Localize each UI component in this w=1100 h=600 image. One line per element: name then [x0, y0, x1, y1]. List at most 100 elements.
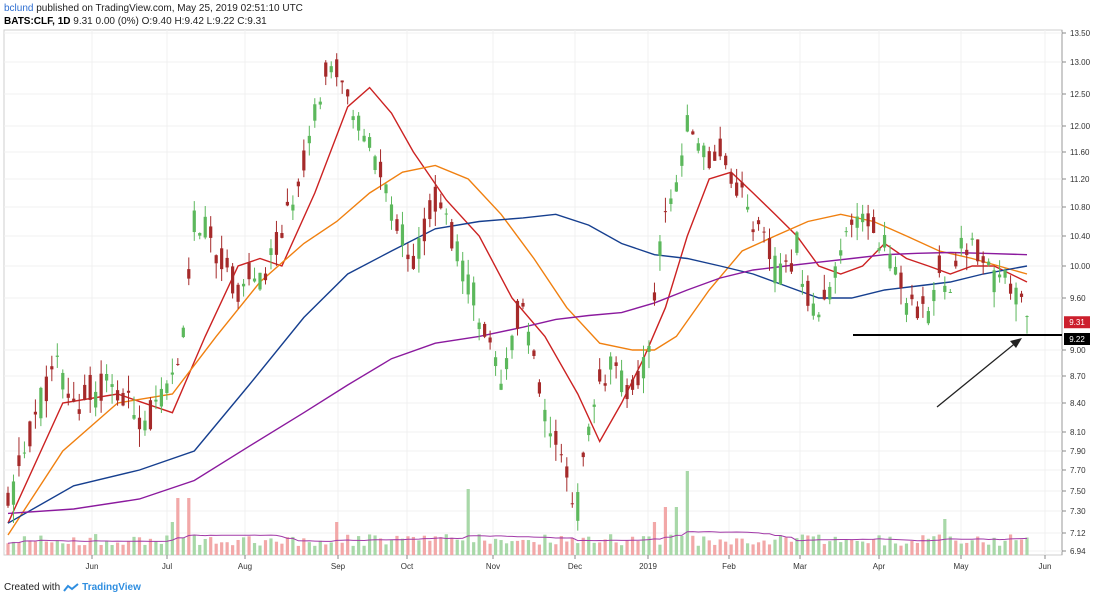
candle-body: [740, 182, 744, 188]
candle-body: [433, 186, 437, 212]
support-price-badge-label: 9.22: [1069, 335, 1085, 344]
volume-bar: [209, 537, 213, 555]
chart-header: bclund published on TradingView.com, May…: [4, 2, 303, 28]
volume-bar: [954, 540, 958, 555]
volume-bar: [395, 535, 399, 555]
volume-bar: [499, 540, 503, 555]
candle-body: [126, 390, 131, 393]
candle-body: [658, 241, 662, 256]
y-tick-label: 8.10: [1070, 428, 1086, 437]
candle-body: [647, 345, 651, 352]
volume-bar: [39, 535, 43, 555]
candle-body: [50, 366, 54, 370]
volume-bar: [137, 537, 142, 555]
volume-bar: [340, 542, 344, 555]
candle-body: [970, 238, 974, 240]
volume-bar: [170, 522, 174, 555]
candle-body: [850, 219, 854, 225]
tradingview-brand[interactable]: TradingView: [82, 582, 141, 593]
y-tick-label: 7.70: [1070, 466, 1086, 475]
candle-body: [302, 150, 306, 171]
volume-bar: [817, 534, 821, 555]
candle-body: [198, 232, 202, 236]
x-tick-label: Mar: [793, 562, 807, 571]
candle-body: [1014, 287, 1018, 305]
candle-body: [263, 273, 268, 281]
volume-bar: [115, 542, 120, 555]
volume-bar: [833, 536, 837, 555]
volume-bar: [444, 534, 448, 555]
volume-bar: [61, 543, 65, 555]
candle-body: [357, 115, 361, 131]
candle-body: [713, 151, 717, 161]
candle-body: [669, 198, 673, 204]
volume-bar: [872, 539, 876, 555]
candle-body: [137, 417, 142, 430]
volume-bar: [461, 540, 465, 555]
volume-bar: [992, 537, 996, 555]
volume-bar: [587, 536, 591, 555]
candle-body: [570, 503, 574, 505]
candle-body: [565, 466, 569, 478]
volume-bar: [28, 540, 32, 555]
volume-bar: [921, 535, 925, 555]
volume-bar: [685, 471, 689, 555]
candle-body: [439, 202, 443, 209]
candle-body: [83, 384, 87, 400]
volume-bar: [800, 534, 804, 555]
support-price-badge: [1064, 333, 1090, 345]
volume-bar: [198, 544, 202, 555]
candle-body: [39, 387, 43, 419]
volume-bar: [389, 539, 394, 555]
candle-body: [724, 155, 728, 166]
volume-bar: [176, 498, 180, 555]
volume-bar: [329, 542, 333, 555]
candle-body: [811, 303, 815, 316]
volume-bar: [99, 544, 103, 555]
volume-bar: [932, 536, 936, 555]
volume-bar: [154, 541, 158, 555]
volume-bar: [619, 545, 624, 555]
volume-bar: [466, 489, 470, 555]
candle-body: [296, 181, 300, 187]
author-link[interactable]: bclund: [4, 3, 34, 14]
y-tick-label: 10.00: [1070, 262, 1091, 271]
volume-bar: [554, 544, 558, 555]
candle-body: [888, 254, 892, 269]
y-tick-label: 11.60: [1070, 148, 1090, 157]
candle-body: [751, 229, 755, 233]
candle-body: [685, 115, 689, 132]
candle-body: [444, 213, 448, 215]
volume-bar: [773, 539, 777, 555]
candle-body: [833, 266, 837, 278]
x-tick-label: May: [953, 562, 968, 571]
volume-bar: [110, 545, 114, 555]
candle-body: [61, 372, 65, 390]
volume-bar: [400, 538, 405, 555]
y-tick-label: 7.90: [1070, 447, 1086, 456]
volume-bar: [663, 507, 668, 555]
volume-bar: [373, 535, 377, 555]
candle-body: [477, 322, 481, 330]
volume-bar: [285, 537, 290, 555]
candlesticks: [6, 53, 1029, 531]
volume-bar: [510, 541, 514, 555]
candle-body: [417, 238, 421, 259]
volume-bar: [609, 534, 613, 555]
candle-body: [937, 255, 941, 274]
candle-body: [33, 411, 37, 415]
candle-body: [55, 355, 59, 357]
volume-bar: [636, 540, 640, 555]
candle-body: [554, 430, 558, 445]
candle-body: [1003, 270, 1007, 278]
volume-bar: [998, 545, 1002, 555]
volume-bar: [83, 545, 87, 555]
candle-body: [625, 385, 629, 400]
volume-bar: [472, 542, 476, 555]
candle-body: [274, 232, 279, 255]
candle-body: [351, 116, 355, 121]
volume-bar: [159, 543, 163, 555]
candle-body: [998, 274, 1002, 278]
price-axis: 13.50 13.00 12.50 12.00 11.60 11.20 10.80 10.40…: [1062, 29, 1091, 556]
